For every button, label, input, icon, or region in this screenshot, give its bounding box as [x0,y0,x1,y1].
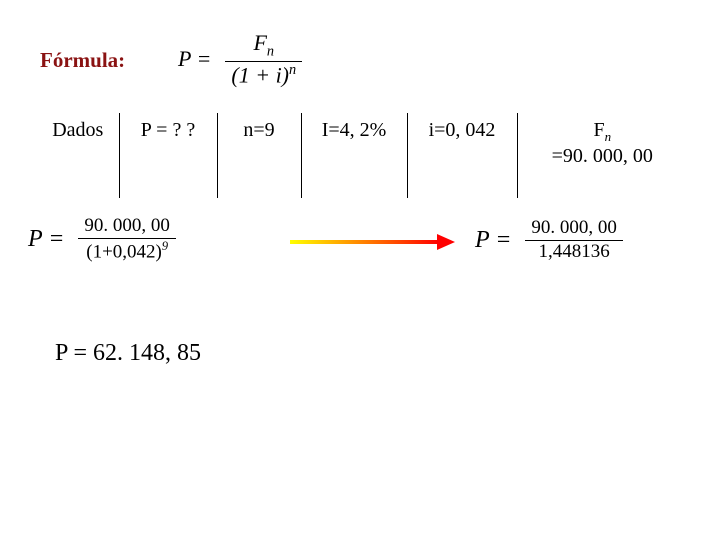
table-cell: n=9 [217,113,301,198]
step2-fraction: 90. 000, 00 1,448136 [525,217,623,264]
result-text: P = 62. 148, 85 [55,340,201,366]
step1-denominator: (1+0,042)9 [80,239,174,264]
formula-num-sub: n [267,43,274,59]
table-cell: Fn=90. 000, 00 [517,113,687,198]
formula-numerator: Fn [247,30,280,61]
result: P = 62. 148, 85 [55,340,201,367]
formula-label: Fórmula: [40,48,125,73]
step2-denominator: 1,448136 [533,241,616,264]
step2-numerator: 90. 000, 00 [525,217,623,240]
step1-fraction: 90. 000, 00 (1+0,042)9 [78,215,176,264]
table-row: DadosP = ? ?n=9I=4, 2%i=0, 042Fn=90. 000… [37,113,687,198]
formula-lhs: P = [178,46,211,72]
formula-fraction: Fn (1 + i)n [225,30,302,88]
formula-denominator: (1 + i)n [225,62,302,89]
data-table: DadosP = ? ?n=9I=4, 2%i=0, 042Fn=90. 000… [37,113,687,198]
table-cell: I=4, 2% [301,113,407,198]
formula-den-exp: n [289,62,296,78]
table-cell: P = ? ? [119,113,217,198]
step2-lhs: P = [475,227,511,254]
formula-den-base: (1 + i) [231,62,289,87]
equation-step1: P = 90. 000, 00 (1+0,042)9 [28,215,176,264]
table-cell: Dados [37,113,119,198]
arrow [290,233,455,251]
main-formula: P = Fn (1 + i)n [178,30,302,88]
step1-numerator: 90. 000, 00 [78,215,176,238]
step1-lhs: P = [28,226,64,253]
equation-step2: P = 90. 000, 00 1,448136 [475,217,623,264]
table-cell: i=0, 042 [407,113,517,198]
step1-den-exp: 9 [162,239,168,253]
formula-num-var: F [253,30,266,55]
step1-den-base: (1+0,042) [86,241,162,262]
